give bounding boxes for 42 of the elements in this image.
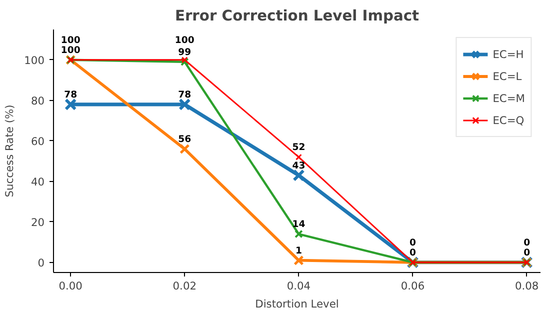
legend-label: EC=Q xyxy=(492,114,524,126)
data-label: 0 xyxy=(524,237,531,248)
x-tick-label: 0.02 xyxy=(172,280,197,292)
legend-label: EC=M xyxy=(492,92,525,104)
point xyxy=(181,56,188,64)
data-label: 43 xyxy=(292,160,306,172)
point xyxy=(64,98,77,111)
data-label: 99 xyxy=(178,46,192,58)
point xyxy=(178,98,191,111)
data-label: 0 xyxy=(524,247,531,258)
data-label: 100 xyxy=(60,34,81,46)
data-label: 1 xyxy=(295,245,302,256)
y-tick-label: 0 xyxy=(38,256,45,270)
y-axis-title: Success Rate (%) xyxy=(3,104,16,198)
point xyxy=(180,144,190,154)
legend-label: EC=H xyxy=(492,48,524,60)
x-tick-label: 0.00 xyxy=(58,280,83,292)
y-tick-label: 40 xyxy=(30,175,45,188)
x-tick-label: 0.08 xyxy=(514,280,539,292)
data-label: 100 xyxy=(60,44,81,56)
point xyxy=(294,230,303,238)
x-tick-label: 0.06 xyxy=(400,280,425,292)
point xyxy=(295,154,302,160)
point xyxy=(292,169,305,182)
data-label: 100 xyxy=(174,34,195,46)
data-label: 78 xyxy=(178,89,192,100)
y-tick-label: 60 xyxy=(30,134,45,148)
data-label: 0 xyxy=(410,237,417,248)
y-tick-label: 80 xyxy=(30,94,45,108)
x-axis-title: Distortion Level xyxy=(255,298,339,310)
data-label: 52 xyxy=(292,142,306,154)
y-tick-label: 20 xyxy=(30,216,45,229)
data-label: 0 xyxy=(410,247,417,258)
legend-label: EC=L xyxy=(492,70,522,82)
data-label: 14 xyxy=(292,219,306,230)
y-tick-label: 100 xyxy=(24,54,45,67)
point xyxy=(294,255,304,266)
data-label: 78 xyxy=(64,89,78,100)
x-tick-label: 0.04 xyxy=(286,280,311,292)
data-label: 56 xyxy=(178,134,192,145)
chart-title: Error Correction Level Impact xyxy=(174,8,420,24)
point xyxy=(180,58,189,66)
